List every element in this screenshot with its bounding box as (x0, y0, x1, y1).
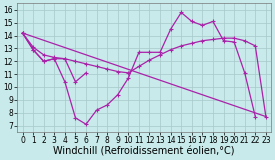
X-axis label: Windchill (Refroidissement éolien,°C): Windchill (Refroidissement éolien,°C) (53, 147, 235, 156)
